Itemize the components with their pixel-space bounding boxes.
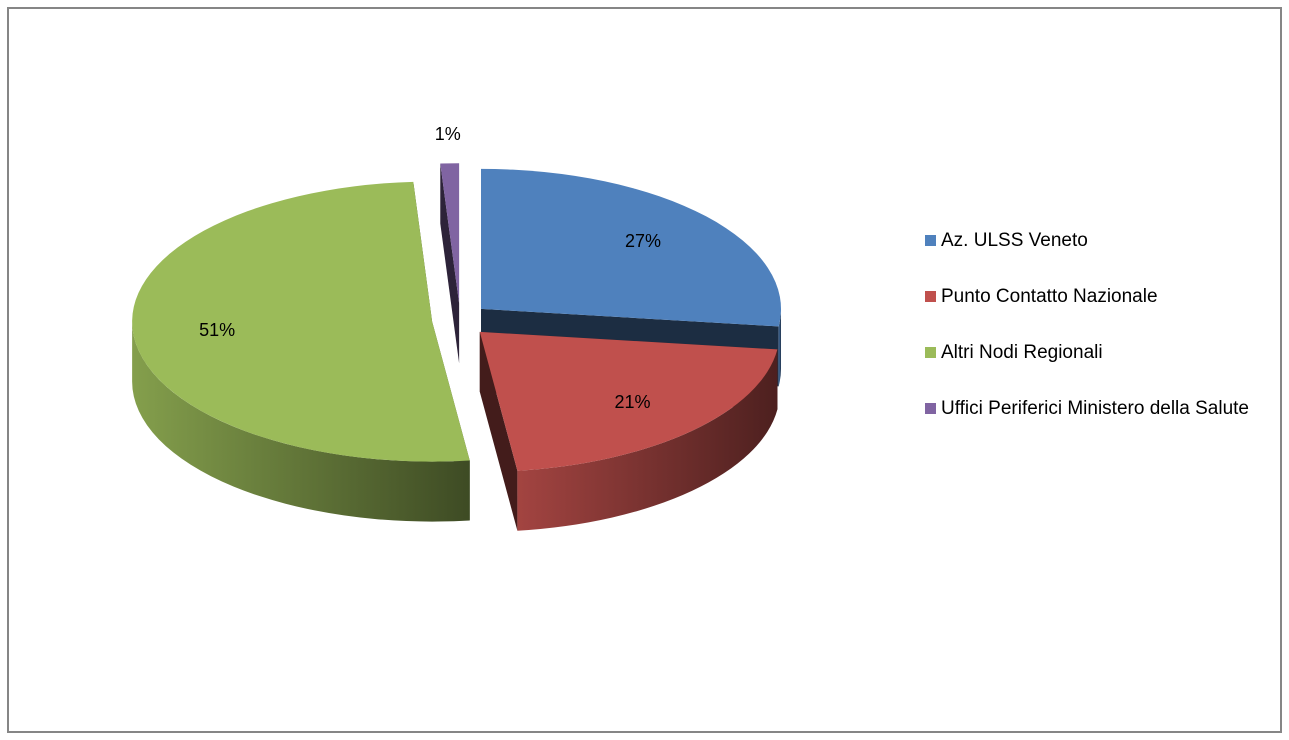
legend-label: Altri Nodi Regionali [941, 342, 1103, 363]
legend-swatch [925, 347, 936, 358]
slice-side [132, 321, 470, 522]
data-label: 51% [199, 320, 235, 340]
slice-side [778, 308, 782, 387]
legend-swatch [925, 235, 936, 246]
slice-wall [440, 163, 460, 364]
slice-side [517, 349, 778, 531]
legend-label: Uffici Periferici Ministero della Salute [941, 398, 1249, 419]
data-label: 27% [625, 231, 661, 251]
slice-wall [479, 331, 518, 531]
legend-item: Punto Contatto Nazionale [925, 284, 1265, 310]
slice [440, 163, 460, 304]
legend-swatch [925, 291, 936, 302]
legend-item: Altri Nodi Regionali [925, 340, 1265, 366]
legend-label: Az. ULSS Veneto [941, 230, 1088, 251]
legend-item: Az. ULSS Veneto [925, 228, 1265, 254]
legend-label: Punto Contatto Nazionale [941, 286, 1158, 307]
legend-item: Uffici Periferici Ministero della Salute [925, 396, 1265, 422]
legend: Az. ULSS Veneto Punto Contatto Nazionale A… [925, 228, 1265, 452]
data-label: 21% [615, 392, 651, 412]
pie: 27% 21% 51% 1% [132, 124, 782, 531]
legend-swatch [925, 403, 936, 414]
data-label: 1% [435, 124, 461, 144]
slice [479, 331, 778, 471]
slice [132, 181, 470, 462]
slice [481, 168, 782, 327]
